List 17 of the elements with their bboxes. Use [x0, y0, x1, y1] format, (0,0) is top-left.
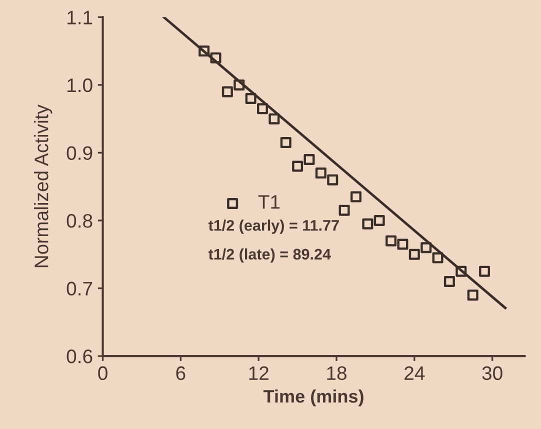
x-tick-label: 12	[249, 366, 268, 380]
annotation: t1/2 (early) = 11.77	[208, 220, 339, 234]
x-tick-label: 24	[404, 366, 425, 380]
y-axis-title: Normalized Activity	[34, 104, 52, 268]
x-axis-title: Time (mins)	[263, 389, 364, 406]
x-tick-label: 6	[176, 366, 186, 380]
legend-label: T1	[258, 195, 280, 209]
x-tick-label: 18	[327, 366, 346, 380]
y-tick-label: 1.1	[68, 10, 92, 24]
y-tick-label: 0.7	[66, 282, 92, 296]
y-tick-label: 0.9	[66, 146, 92, 160]
y-tick-label: 1.0	[68, 78, 92, 92]
y-tick-label: 0.6	[66, 350, 92, 364]
annotation: t1/2 (late) = 89.24	[208, 248, 331, 263]
y-tick-label: 0.8	[66, 214, 92, 228]
x-tick-label: 0	[98, 366, 108, 380]
x-tick-label: 30	[482, 366, 502, 380]
